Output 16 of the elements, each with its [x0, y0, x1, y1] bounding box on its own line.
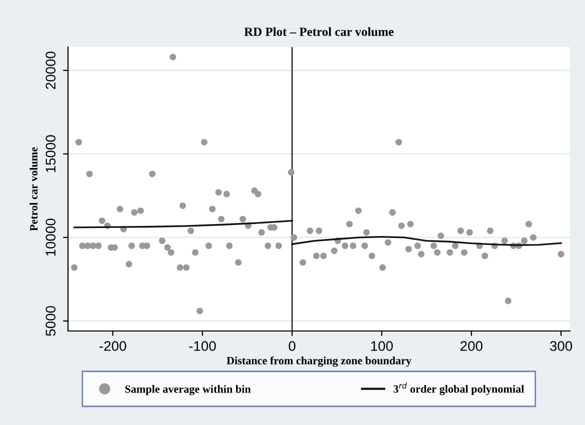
y-tick-label: 20000 — [46, 52, 56, 89]
line-series — [73, 220, 293, 228]
legend-label: 3$^{rd}$ order global polynomial — [394, 382, 524, 396]
y-tick-label: 5000 — [46, 306, 56, 336]
y-axis-title: Petrol car volume — [30, 147, 38, 231]
x-axis-title: Distance from charging zone boundary — [226, 356, 412, 367]
x-tick-label: 200 — [460, 341, 482, 351]
chart-title: RD Plot – Petrol car volume — [244, 27, 394, 36]
legend-label: Sample average within bin — [125, 385, 251, 396]
x-tick-label: -100 — [189, 341, 216, 351]
x-tick-label: 100 — [371, 341, 393, 351]
x-tick-label: -200 — [100, 341, 126, 351]
x-tick-label: 0 — [288, 341, 296, 351]
x-tick-label: 300 — [550, 341, 572, 351]
y-tick-label: 10000 — [46, 218, 56, 256]
y-tick-label: 15000 — [46, 135, 56, 172]
